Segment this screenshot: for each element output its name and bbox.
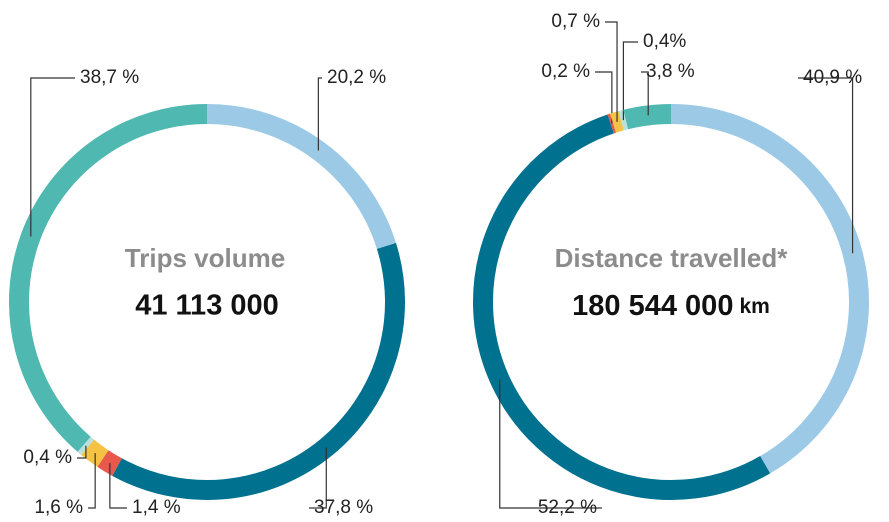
value-label: 52,2 % [538, 497, 597, 518]
total: 41 113 000 [135, 290, 279, 322]
leader-line [77, 445, 87, 459]
value-label: 0,7 % [551, 11, 600, 32]
total: 180 544 000 [572, 290, 733, 322]
chart-title: Distance travelled* [555, 243, 789, 273]
segment [9, 104, 208, 452]
segment [623, 104, 672, 130]
segment [618, 109, 629, 131]
value-label: 1,6 % [34, 497, 83, 518]
leader-line [109, 462, 127, 509]
value-label: 0,4 % [23, 447, 72, 468]
value-label: 20,2 % [327, 67, 386, 88]
leader-line [499, 379, 602, 509]
segment [77, 436, 95, 456]
chart-0: Trips volume 41 113 000 20,2 % 37,8 % 1,4 … [9, 67, 405, 518]
leader-line [595, 71, 613, 124]
value-label: 0,4% [643, 31, 686, 52]
value-label: 38,7 % [80, 67, 139, 88]
leader-line [30, 77, 75, 237]
leader-line [605, 21, 618, 122]
segment [81, 439, 109, 467]
segment [97, 450, 122, 476]
value-label: 40,9 % [803, 67, 862, 88]
segment [112, 242, 405, 500]
segment [206, 104, 396, 249]
value-label: 1,4 % [132, 497, 181, 518]
chart-title: Trips volume [125, 243, 285, 273]
segment [609, 111, 624, 133]
leader-line [641, 71, 649, 116]
total-line: 180 544 000 km [572, 290, 770, 322]
leader-line [309, 447, 327, 509]
leader-line [317, 77, 322, 151]
value-label: 3,8 % [646, 61, 695, 82]
leader-line [798, 77, 854, 254]
leader-line [622, 41, 638, 121]
chart-1: Distance travelled* 180 544 000 km 40,9 %… [473, 11, 869, 518]
unit: km [739, 295, 769, 318]
leader-line [88, 453, 96, 509]
value-label: 37,8 % [314, 497, 373, 518]
value-label: 0,2 % [541, 61, 590, 82]
segment [473, 114, 771, 500]
